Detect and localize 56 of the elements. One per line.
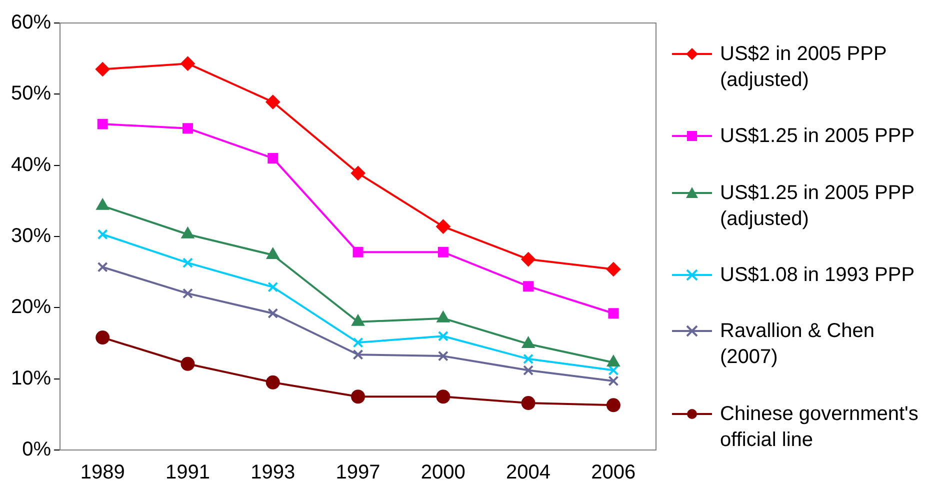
y-tick-label: 10% [11, 367, 52, 390]
point [266, 248, 280, 260]
x-tick-label: 2004 [506, 462, 551, 484]
y-tick-label: 0% [22, 438, 52, 461]
point [608, 376, 619, 386]
point [182, 123, 193, 134]
x-tick-label: 1989 [80, 462, 125, 484]
legend-label: US$1.25 in 2005 PPP (adjusted) [720, 180, 916, 232]
legend-label: US$1.25 in 2005 PPP [720, 124, 915, 150]
point [351, 166, 366, 180]
x-tick-label: 1997 [336, 462, 380, 484]
point [523, 354, 534, 364]
point [352, 337, 364, 348]
point [97, 262, 108, 272]
point [96, 62, 110, 76]
point [521, 396, 536, 410]
point [268, 282, 278, 292]
y-tick-label: 60% [11, 12, 52, 34]
point [180, 56, 195, 71]
point [268, 308, 278, 319]
point [182, 258, 193, 268]
point [438, 350, 448, 362]
point [523, 365, 534, 376]
y-tick-label: 20% [11, 296, 52, 318]
x-tick-label: 1991 [165, 462, 210, 484]
point [608, 308, 619, 319]
legend-label: US$2 in 2005 PPP (adjusted) [720, 42, 888, 94]
x-tick-label: 2000 [420, 462, 466, 484]
y-tick-label: 30% [11, 225, 52, 248]
point [521, 252, 536, 266]
x-tick-label: 2006 [591, 462, 636, 484]
y-tick-label: 40% [11, 154, 52, 176]
x-tick-label: 1993 [250, 462, 296, 484]
point [438, 330, 448, 342]
point [97, 229, 108, 240]
point [352, 246, 364, 258]
y-tick-label: 50% [11, 82, 52, 105]
point [351, 390, 366, 404]
point [266, 94, 280, 109]
point [97, 118, 108, 130]
point [352, 349, 364, 360]
point [268, 152, 278, 164]
point [96, 330, 110, 345]
point [523, 281, 534, 292]
point [182, 288, 193, 299]
legend-label: US$1.08 in 1993 PPP [720, 263, 915, 288]
point [606, 262, 620, 276]
point [180, 356, 195, 371]
legend-label: Chinese government's official line [720, 402, 920, 453]
point [436, 390, 450, 404]
point [608, 365, 619, 376]
point [606, 398, 620, 412]
point [438, 246, 448, 258]
point [266, 375, 280, 390]
point [436, 220, 450, 234]
legend-label: Ravallion & Chen (2007) [720, 319, 876, 370]
